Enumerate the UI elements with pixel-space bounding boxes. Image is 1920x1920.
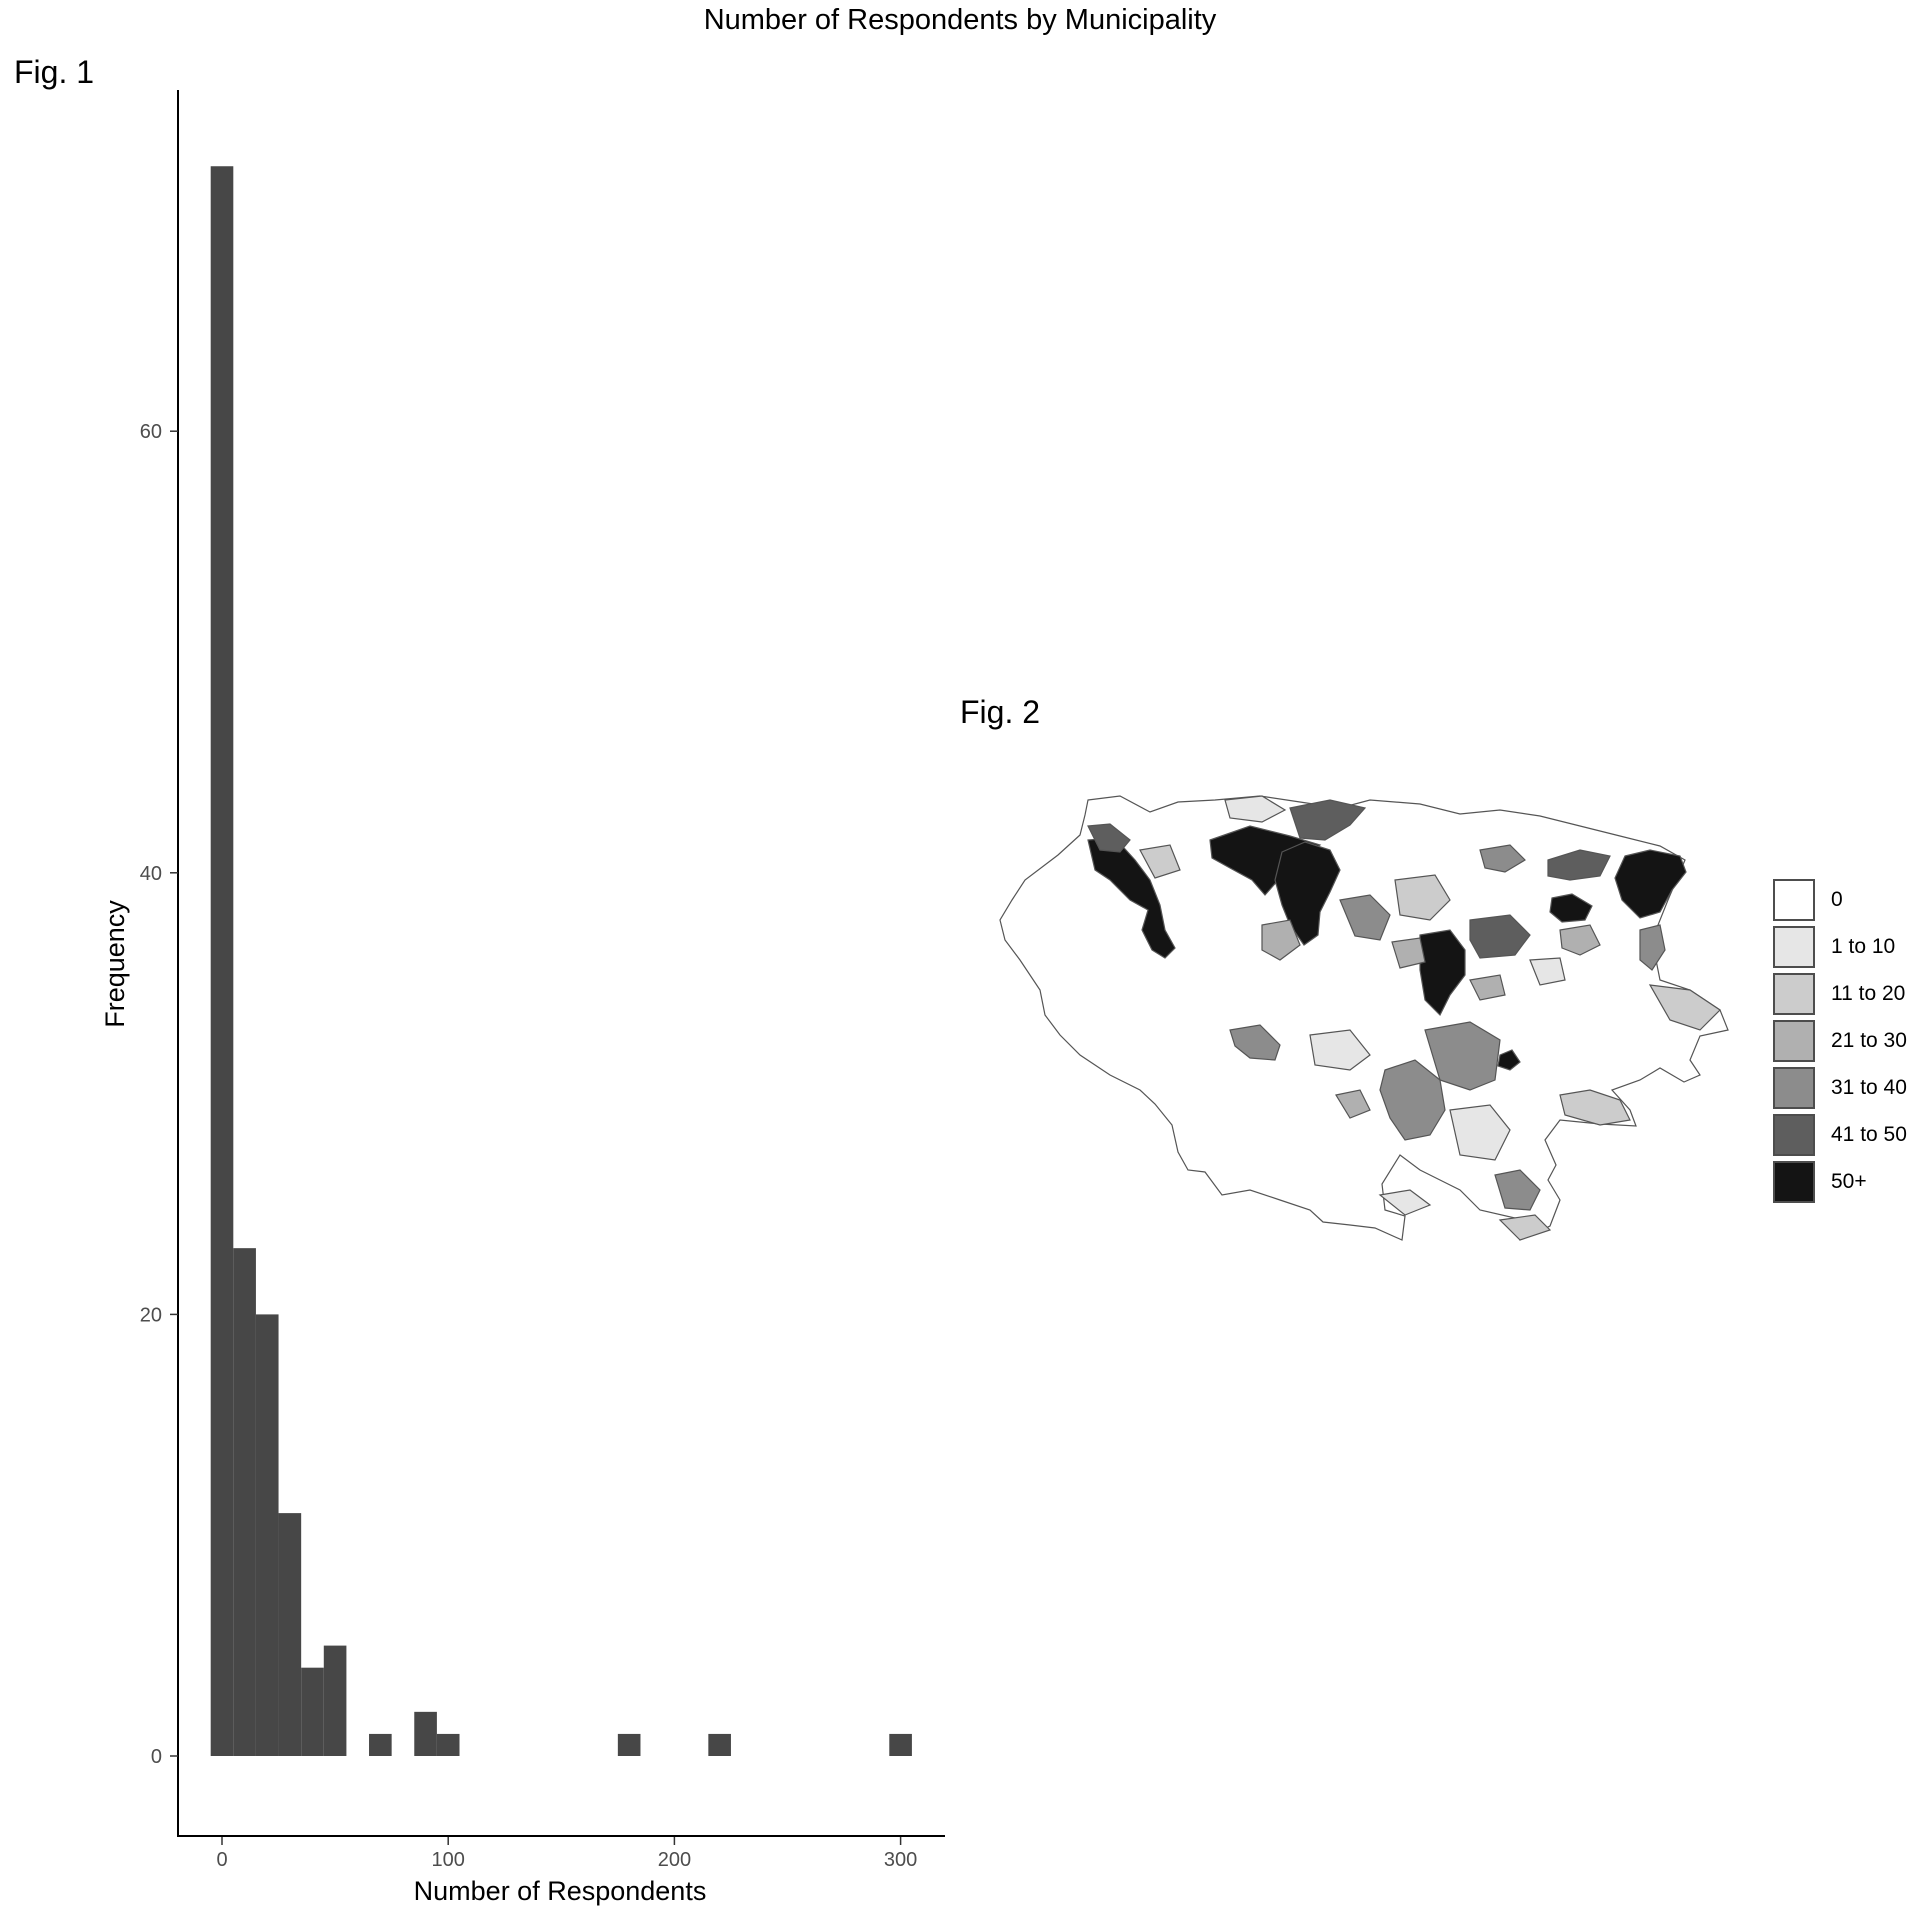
legend-label: 41 to 50 (1831, 1122, 1907, 1146)
legend-label: 11 to 20 (1831, 981, 1906, 1005)
histogram-bar (278, 1513, 302, 1756)
legend-key (1773, 878, 1815, 921)
legend-key (1773, 1066, 1815, 1109)
region-31-40-g (1479, 844, 1526, 873)
region-41-50-d (1469, 914, 1531, 959)
region-50plus-g (1497, 1049, 1521, 1071)
x-ticks: 0 100 200 300 (216, 1837, 917, 1871)
region-1-10-d (1378, 1189, 1432, 1216)
histogram-bar (369, 1733, 392, 1756)
region-50plus-e (1549, 893, 1593, 923)
fig1-label: Fig. 1 (14, 54, 95, 90)
map-legend: 0 1 to 10 11 to 20 21 to 30 31 to 40 41 to 50… (1773, 876, 1907, 1205)
region-31-40-c (1424, 1021, 1501, 1091)
region-41-50-b (1087, 823, 1131, 853)
x-tick-label: 100 (432, 1849, 465, 1871)
legend-label: 21 to 30 (1831, 1028, 1907, 1052)
region-50plus-d (1614, 849, 1687, 919)
region-1-10-e (1529, 957, 1566, 986)
region-31-40-b (1379, 1059, 1446, 1141)
y-ticks: 0 20 40 60 (140, 421, 178, 1768)
region-50plus-c (1274, 841, 1341, 946)
legend-key (1773, 1160, 1815, 1203)
region-11-20-c (1498, 1214, 1552, 1241)
legend-key (1773, 925, 1815, 968)
legend-item: 0 (1773, 876, 1907, 923)
region-21-30-c (1559, 924, 1601, 956)
legend-label: 31 to 40 (1831, 1075, 1907, 1099)
histogram-chart: 0 100 200 300 0 20 40 60 Number of Respondents… (100, 90, 945, 1906)
legend-item: 1 to 10 (1773, 923, 1907, 970)
legend-label: 0 (1831, 887, 1843, 911)
histogram-bar (617, 1733, 641, 1756)
legend-label: 50+ (1831, 1169, 1867, 1193)
histogram-bar (436, 1733, 460, 1756)
histogram-bar (889, 1733, 912, 1756)
region-21-30-d (1335, 1089, 1371, 1119)
region-31-40-e (1639, 924, 1666, 971)
region-50plus-f (1419, 929, 1466, 1017)
histogram-bar (323, 1645, 347, 1756)
x-tick-label: 200 (658, 1849, 691, 1871)
region-21-30-e (1469, 974, 1506, 1001)
legend-key (1773, 972, 1815, 1015)
map-regions (999, 795, 1729, 1241)
histogram-bar (210, 166, 234, 1757)
region-11-20-a (1394, 874, 1451, 921)
histogram-bar (301, 1667, 324, 1756)
region-21-30-a (1261, 919, 1301, 961)
histogram-bar (255, 1314, 279, 1756)
region-11-20-e (1139, 844, 1181, 879)
region-11-20-d (1648, 984, 1721, 1031)
region-1-10-c (1449, 1104, 1511, 1161)
region-50plus-b (1209, 825, 1322, 896)
region-21-30-b (1391, 937, 1426, 969)
region-31-40-f (1494, 1169, 1541, 1211)
x-axis-title: Number of Respondents (414, 1876, 707, 1906)
x-tick-label: 0 (216, 1849, 227, 1871)
legend-item: 50+ (1773, 1158, 1907, 1205)
x-tick-label: 300 (884, 1849, 917, 1871)
legend-item: 21 to 30 (1773, 1017, 1907, 1064)
legend-item: 11 to 20 (1773, 970, 1907, 1017)
legend-key (1773, 1019, 1815, 1062)
y-tick-label: 40 (140, 863, 162, 885)
fig2-label: Fig. 2 (960, 694, 1041, 730)
page-title: Number of Respondents by Municipality (703, 4, 1217, 36)
region-31-40-a (1229, 1024, 1281, 1061)
region-1-10-b (1309, 1029, 1371, 1071)
histogram-bar (708, 1733, 731, 1756)
legend-key (1773, 1113, 1815, 1156)
region-1-10-a (1224, 795, 1287, 823)
y-tick-label: 0 (151, 1746, 162, 1768)
histogram-bar (233, 1248, 256, 1756)
histogram-bars (210, 166, 912, 1757)
region-41-50-a (1289, 799, 1367, 841)
map-outline (999, 795, 1729, 1241)
legend-item: 41 to 50 (1773, 1111, 1907, 1158)
legend-item: 31 to 40 (1773, 1064, 1907, 1111)
region-11-20-b (1559, 1089, 1631, 1126)
region-41-50-c (1547, 849, 1611, 881)
region-50plus-a (1087, 837, 1176, 959)
y-axis-title: Frequency (100, 900, 130, 1028)
histogram-bar (414, 1711, 437, 1756)
region-31-40-d (1339, 894, 1391, 941)
y-tick-label: 60 (140, 421, 162, 443)
legend-label: 1 to 10 (1831, 934, 1896, 958)
y-tick-label: 20 (140, 1304, 162, 1326)
